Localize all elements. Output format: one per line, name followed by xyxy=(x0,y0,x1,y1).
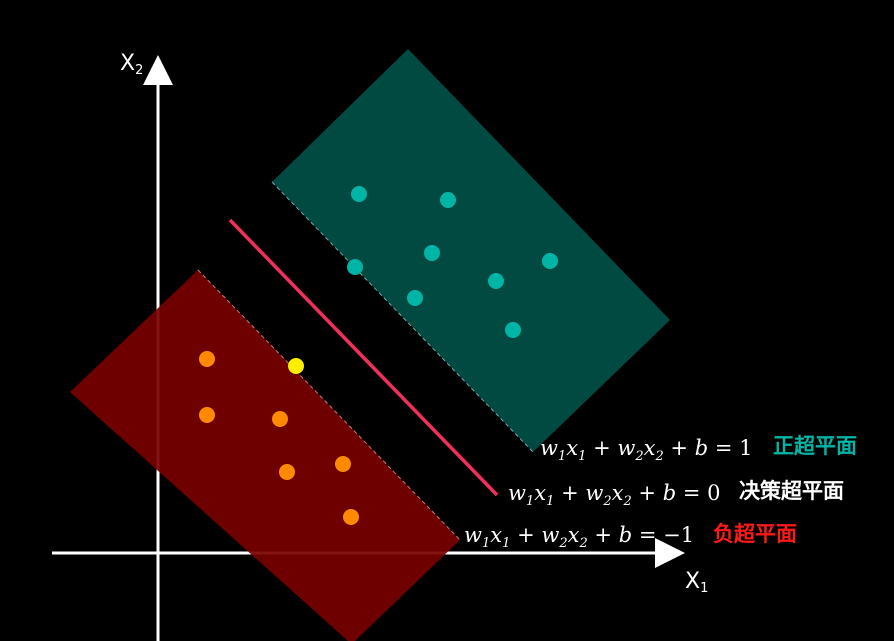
negative-point xyxy=(199,407,215,423)
positive-hyperplane-equation: w1x1 + w2x2 + b = 1 正超平面 xyxy=(540,434,857,464)
negative-point xyxy=(279,464,295,480)
positive-point xyxy=(351,186,367,202)
svg-text:w1x1 + w2x2 + b = −1: w1x1 + w2x2 + b = −1 xyxy=(464,523,694,551)
positive-margin-region xyxy=(272,49,670,452)
positive-point xyxy=(542,253,558,269)
decision-hyperplane-equation: w1x1 + w2x2 + b = 0 决策超平面 xyxy=(508,479,844,509)
negative-support-point xyxy=(288,358,304,374)
positive-point xyxy=(488,273,504,289)
svg-text:w1x1 + w2x2 + b = 0: w1x1 + w2x2 + b = 0 xyxy=(508,481,720,509)
positive-point xyxy=(407,290,423,306)
positive-hyperplane-name: 正超平面 xyxy=(773,434,857,458)
positive-point xyxy=(440,192,456,208)
negative-point xyxy=(343,509,359,525)
negative-point xyxy=(199,351,215,367)
negative-point xyxy=(272,411,288,427)
negative-margin-region xyxy=(70,270,460,641)
negative-hyperplane-equation: w1x1 + w2x2 + b = −1 负超平面 xyxy=(464,522,797,551)
y-axis-label: X2 xyxy=(120,51,143,78)
negative-point xyxy=(335,456,351,472)
svg-text:w1x1 + w2x2 + b = 1: w1x1 + w2x2 + b = 1 xyxy=(540,436,752,464)
positive-point xyxy=(424,245,440,261)
x-axis-label: X1 xyxy=(685,569,708,596)
positive-point xyxy=(505,322,521,338)
negative-hyperplane-name: 负超平面 xyxy=(713,522,797,546)
positive-point xyxy=(347,259,363,275)
decision-hyperplane-name: 决策超平面 xyxy=(739,479,844,503)
